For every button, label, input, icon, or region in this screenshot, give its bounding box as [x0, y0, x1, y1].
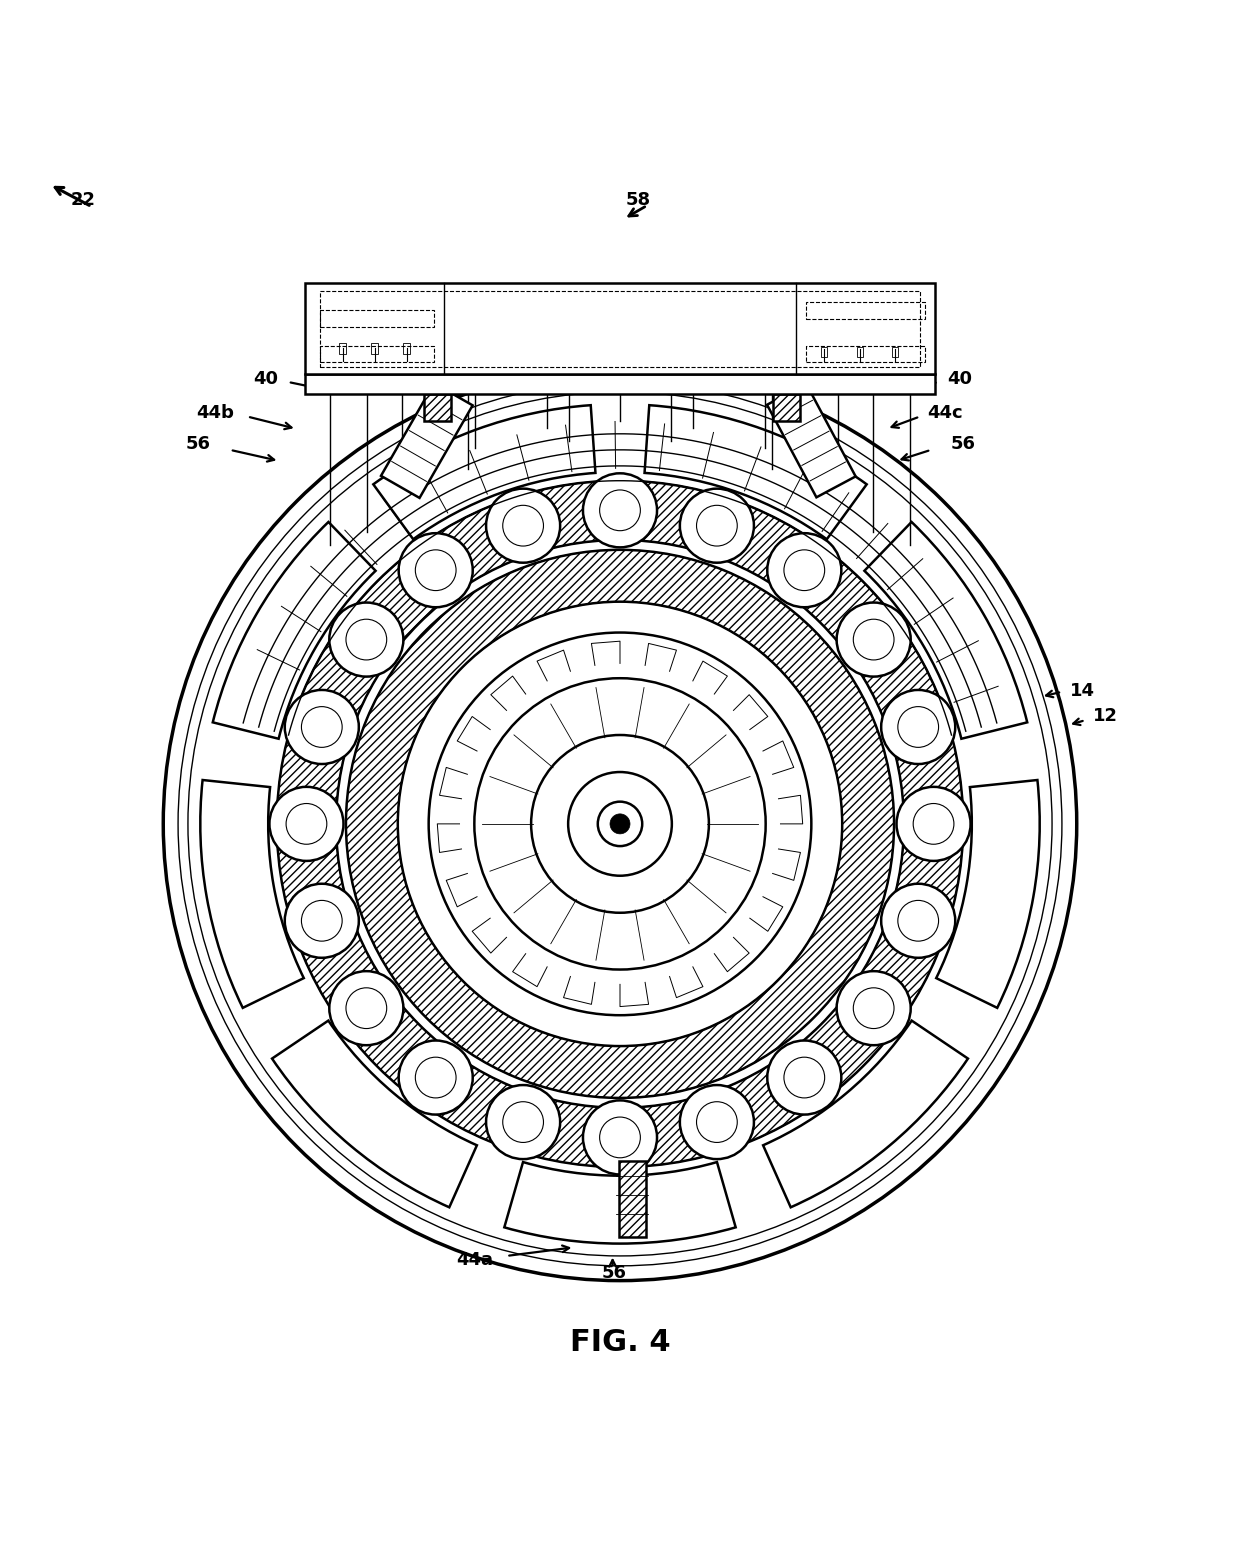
Circle shape	[853, 988, 894, 1029]
Circle shape	[285, 689, 358, 764]
Text: 40: 40	[947, 370, 972, 389]
Circle shape	[583, 1100, 657, 1174]
Text: 56: 56	[185, 435, 211, 452]
Text: 40: 40	[253, 370, 278, 389]
Wedge shape	[201, 781, 304, 1008]
Circle shape	[697, 1101, 738, 1143]
Circle shape	[837, 603, 910, 677]
Circle shape	[486, 1084, 560, 1159]
Bar	[320, 345, 434, 362]
Bar	[806, 302, 925, 319]
Circle shape	[330, 971, 403, 1046]
Circle shape	[610, 813, 630, 833]
Circle shape	[415, 550, 456, 590]
Bar	[320, 310, 434, 327]
Circle shape	[680, 1084, 754, 1159]
Bar	[320, 291, 920, 367]
Circle shape	[882, 689, 955, 764]
Wedge shape	[213, 522, 376, 739]
Bar	[339, 344, 346, 355]
Wedge shape	[272, 1021, 477, 1207]
Wedge shape	[505, 1162, 735, 1244]
Bar	[773, 395, 800, 421]
Circle shape	[768, 533, 841, 607]
Circle shape	[285, 884, 358, 957]
Circle shape	[269, 787, 343, 861]
Circle shape	[475, 678, 765, 970]
Text: 44a: 44a	[456, 1250, 492, 1269]
Circle shape	[399, 1041, 472, 1115]
Circle shape	[680, 488, 754, 562]
Polygon shape	[768, 384, 856, 497]
Circle shape	[600, 489, 640, 531]
Text: 56: 56	[601, 1264, 626, 1283]
Circle shape	[415, 1056, 456, 1098]
Circle shape	[837, 971, 910, 1046]
Circle shape	[568, 771, 672, 875]
Circle shape	[399, 533, 472, 607]
Circle shape	[898, 900, 939, 942]
Bar	[305, 283, 935, 375]
Circle shape	[286, 804, 327, 844]
Circle shape	[768, 1041, 841, 1115]
Circle shape	[784, 550, 825, 590]
Text: 56: 56	[951, 435, 976, 452]
Bar	[371, 344, 378, 355]
Circle shape	[583, 474, 657, 547]
Circle shape	[502, 505, 543, 547]
Bar	[424, 395, 451, 421]
Circle shape	[600, 1117, 640, 1157]
Circle shape	[429, 632, 811, 1015]
Circle shape	[502, 1101, 543, 1143]
Bar	[424, 395, 451, 421]
Circle shape	[897, 787, 971, 861]
Circle shape	[697, 505, 738, 547]
Circle shape	[531, 734, 709, 912]
Circle shape	[301, 706, 342, 747]
Circle shape	[784, 1056, 825, 1098]
Text: FIG. 4: FIG. 4	[569, 1327, 671, 1357]
Bar	[619, 1160, 646, 1238]
Circle shape	[882, 884, 955, 957]
Circle shape	[913, 804, 954, 844]
Circle shape	[898, 706, 939, 747]
Text: 22: 22	[71, 192, 95, 209]
Circle shape	[346, 620, 387, 660]
Circle shape	[598, 802, 642, 846]
Bar	[892, 347, 898, 356]
Text: 58: 58	[626, 192, 651, 209]
Wedge shape	[864, 522, 1027, 739]
Wedge shape	[936, 781, 1039, 1008]
Text: 44c: 44c	[926, 404, 962, 421]
Bar	[619, 1160, 646, 1238]
Bar	[821, 347, 827, 356]
Circle shape	[301, 900, 342, 942]
Wedge shape	[763, 1021, 968, 1207]
Bar	[857, 347, 863, 356]
Wedge shape	[645, 406, 867, 539]
Text: 12: 12	[1092, 708, 1117, 725]
Circle shape	[486, 488, 560, 562]
Text: 14: 14	[1070, 682, 1095, 700]
Polygon shape	[381, 383, 472, 497]
Circle shape	[853, 620, 894, 660]
Bar	[773, 395, 800, 421]
Bar	[403, 344, 410, 355]
Wedge shape	[373, 406, 595, 539]
Text: 44b: 44b	[196, 404, 234, 421]
Circle shape	[346, 988, 387, 1029]
Bar	[806, 345, 925, 362]
Bar	[305, 375, 935, 395]
Circle shape	[330, 603, 403, 677]
